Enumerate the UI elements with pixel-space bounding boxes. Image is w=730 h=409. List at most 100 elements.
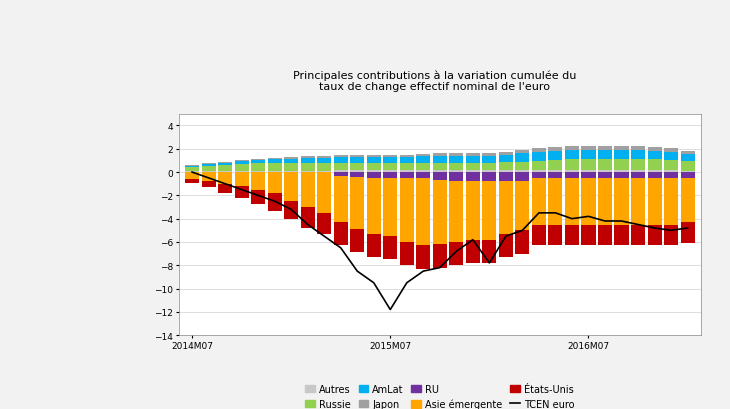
Bar: [400, 243, 414, 265]
Bar: [648, 171, 661, 173]
Bar: [483, 154, 496, 156]
Bar: [631, 178, 645, 225]
Bar: [450, 154, 464, 156]
Bar: [648, 178, 661, 225]
Bar: [383, 178, 397, 236]
Bar: [416, 157, 430, 163]
Bar: [317, 171, 331, 173]
Bar: [548, 178, 563, 225]
Bar: [201, 182, 215, 188]
Bar: [648, 173, 661, 178]
Bar: [185, 167, 199, 172]
Bar: [433, 245, 447, 268]
Bar: [483, 182, 496, 240]
Bar: [218, 184, 232, 193]
Bar: [433, 156, 447, 163]
Bar: [515, 154, 529, 162]
Bar: [648, 160, 661, 171]
Bar: [565, 171, 579, 173]
Bar: [350, 158, 364, 163]
Bar: [366, 178, 381, 234]
Bar: [548, 148, 563, 152]
Bar: [284, 202, 298, 219]
Bar: [664, 153, 678, 160]
Bar: [598, 178, 612, 225]
Bar: [416, 178, 430, 246]
Bar: [416, 163, 430, 171]
Bar: [450, 182, 464, 243]
Bar: [483, 171, 496, 173]
Bar: [450, 243, 464, 265]
Bar: [284, 173, 298, 202]
Bar: [598, 171, 612, 173]
Bar: [466, 156, 480, 163]
Bar: [433, 171, 447, 173]
Bar: [664, 149, 678, 153]
Bar: [648, 152, 661, 160]
Bar: [483, 173, 496, 182]
Bar: [450, 173, 464, 182]
Bar: [565, 225, 579, 246]
Bar: [499, 171, 513, 173]
Bar: [251, 159, 265, 160]
Bar: [234, 162, 249, 164]
Bar: [664, 171, 678, 173]
Bar: [631, 225, 645, 246]
Bar: [483, 163, 496, 171]
Bar: [268, 164, 282, 171]
Bar: [433, 173, 447, 181]
Bar: [185, 172, 199, 173]
Bar: [565, 159, 579, 171]
Bar: [680, 178, 695, 222]
Bar: [466, 154, 480, 156]
Bar: [598, 173, 612, 178]
Bar: [565, 146, 579, 151]
Bar: [383, 236, 397, 260]
Bar: [350, 177, 364, 229]
Bar: [664, 173, 678, 178]
Bar: [218, 173, 232, 184]
Bar: [680, 173, 695, 178]
Bar: [366, 173, 381, 178]
Bar: [598, 225, 612, 246]
Bar: [218, 166, 232, 172]
Bar: [466, 173, 480, 182]
Bar: [366, 156, 381, 158]
Bar: [334, 163, 347, 171]
Bar: [317, 164, 331, 171]
Bar: [582, 171, 596, 173]
Bar: [334, 158, 347, 163]
Bar: [334, 171, 347, 173]
Bar: [350, 229, 364, 253]
Bar: [615, 173, 629, 178]
Bar: [433, 181, 447, 245]
Bar: [400, 163, 414, 171]
Bar: [515, 231, 529, 254]
Bar: [284, 159, 298, 164]
Bar: [466, 163, 480, 171]
Bar: [234, 164, 249, 171]
Bar: [532, 153, 546, 162]
Bar: [582, 178, 596, 225]
Bar: [185, 166, 199, 167]
Bar: [400, 178, 414, 243]
Bar: [268, 171, 282, 173]
Bar: [284, 157, 298, 159]
Bar: [416, 155, 430, 157]
Bar: [483, 240, 496, 263]
Bar: [366, 158, 381, 163]
Bar: [582, 151, 596, 159]
Bar: [499, 182, 513, 234]
Bar: [582, 159, 596, 171]
Bar: [615, 225, 629, 246]
Bar: [598, 146, 612, 151]
Bar: [499, 163, 513, 171]
Bar: [532, 178, 546, 225]
Bar: [466, 240, 480, 263]
Bar: [334, 176, 347, 222]
Bar: [383, 163, 397, 171]
Bar: [366, 163, 381, 171]
Text: points de % (contributions en % (TCEN)): points de % (contributions en % (TCEN)): [181, 144, 335, 153]
Bar: [251, 190, 265, 204]
Bar: [317, 173, 331, 213]
